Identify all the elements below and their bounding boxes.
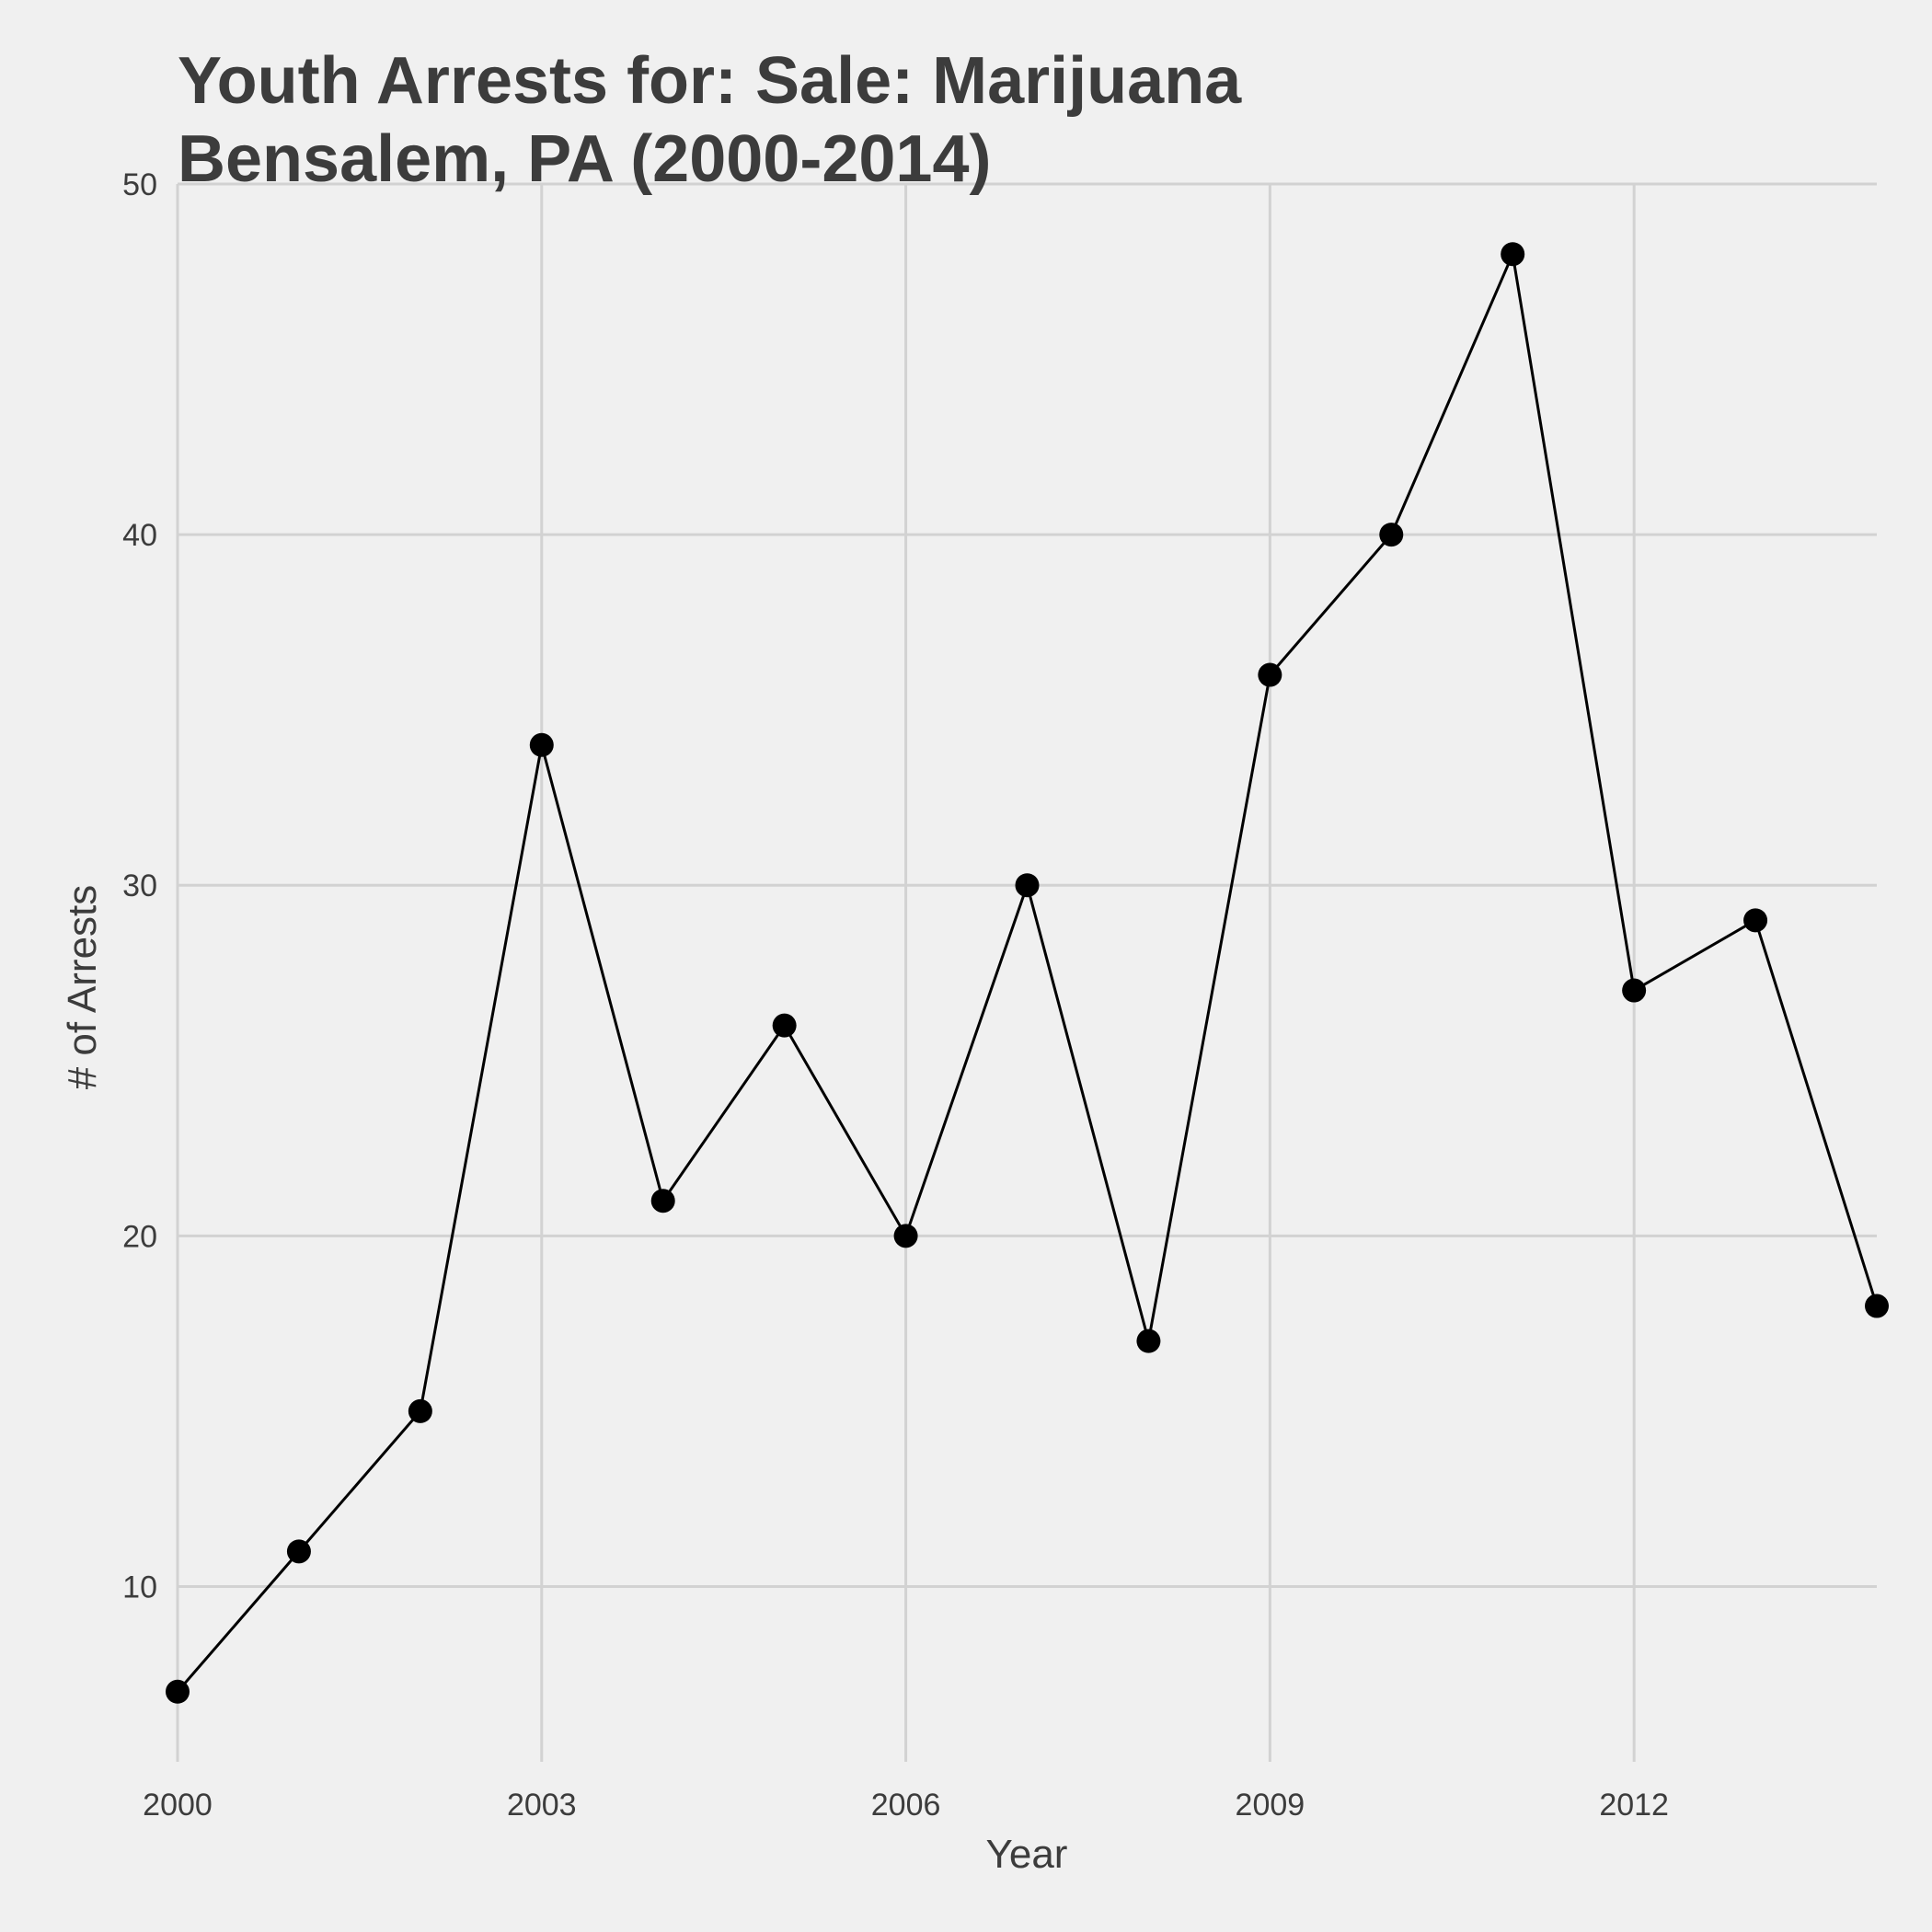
x-tick-label: 2012	[1599, 1788, 1669, 1823]
data-point	[1015, 873, 1040, 898]
data-point	[772, 1013, 797, 1038]
data-point	[1136, 1328, 1161, 1353]
data-point	[408, 1398, 432, 1423]
x-axis-ticks: 2000 2003 2006 2009 2012	[143, 1788, 1669, 1823]
data-point	[1865, 1294, 1889, 1318]
y-tick-label: 20	[122, 1219, 157, 1254]
y-tick-label: 30	[122, 868, 157, 903]
data-point	[1258, 662, 1282, 687]
x-tick-label: 2000	[143, 1788, 213, 1823]
x-axis-title: Year	[986, 1832, 1068, 1877]
y-tick-label: 10	[122, 1570, 157, 1604]
chart-title-line-1: Youth Arrests for: Sale: Marijuana	[178, 44, 1242, 118]
x-tick-label: 2009	[1236, 1788, 1305, 1823]
data-point	[286, 1539, 311, 1564]
series-layer	[176, 248, 1879, 1693]
y-tick-label: 50	[122, 167, 157, 202]
data-point	[893, 1224, 918, 1248]
y-axis-ticks: 10 20 30 40 50	[122, 167, 157, 1604]
data-point	[650, 1189, 675, 1213]
x-tick-label: 2003	[507, 1788, 577, 1823]
series-line	[176, 248, 1879, 1693]
chart-title-line-2: Bensalem, PA (2000-2014)	[178, 122, 991, 196]
data-point	[1501, 242, 1525, 267]
grid	[176, 182, 1877, 1762]
points-layer	[166, 242, 1889, 1704]
x-tick-label: 2006	[871, 1788, 941, 1823]
data-point	[1743, 908, 1768, 933]
data-point	[1379, 523, 1404, 547]
y-tick-label: 40	[122, 518, 157, 553]
data-point	[529, 732, 554, 757]
data-point	[1622, 978, 1647, 1003]
data-point	[166, 1679, 190, 1704]
y-axis-title: # of Arrests	[60, 885, 105, 1090]
